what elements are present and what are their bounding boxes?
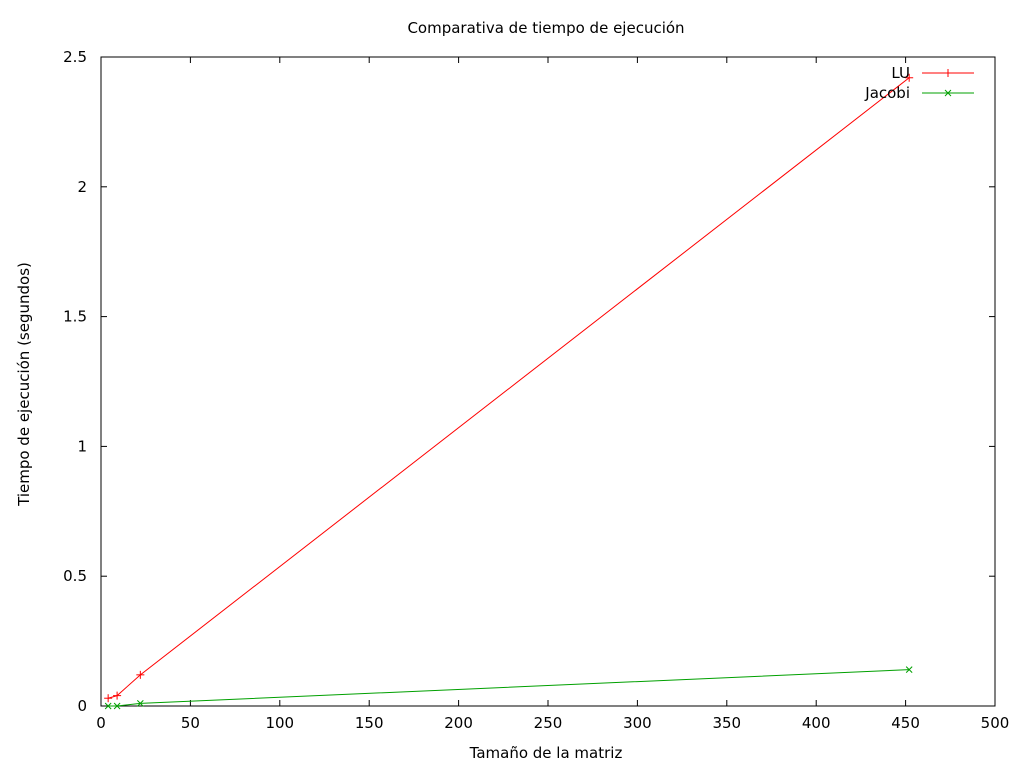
y-tick-label: 1.5 xyxy=(63,308,87,326)
x-tick-label: 350 xyxy=(712,714,741,732)
data-point-lu xyxy=(113,691,122,700)
series-line-lu xyxy=(108,77,910,699)
x-tick-label: 100 xyxy=(265,714,294,732)
legend-marker-lu xyxy=(944,69,952,77)
data-point-jacobi xyxy=(905,666,913,674)
x-tick-label: 150 xyxy=(355,714,384,732)
y-tick-label: 0 xyxy=(77,697,87,715)
x-tick-label: 50 xyxy=(181,714,200,732)
x-tick-label: 450 xyxy=(891,714,920,732)
y-axis-label: Tiempo de ejecución (segundos) xyxy=(15,262,33,507)
x-tick-label: 300 xyxy=(623,714,652,732)
x-tick-label: 250 xyxy=(534,714,563,732)
data-point-lu xyxy=(104,694,113,703)
data-point-jacobi xyxy=(113,702,121,710)
y-tick-label: 0.5 xyxy=(63,567,87,585)
series-layer xyxy=(104,73,914,710)
plot-frame xyxy=(100,56,996,707)
data-point-lu xyxy=(136,670,145,679)
x-tick-label: 400 xyxy=(802,714,831,732)
x-tick-label: 0 xyxy=(96,714,106,732)
legend-label-jacobi: Jacobi xyxy=(864,84,910,102)
axis-ticks: 0 50 100 150 200 250 300 350 400 450 500 0 0.5 1 1.5 2 2… xyxy=(63,48,1009,732)
legend-marker-jacobi xyxy=(944,89,952,97)
legend-label-lu: LU xyxy=(891,64,910,82)
y-tick-label: 2 xyxy=(77,178,87,196)
y-tick-label: 1 xyxy=(77,437,87,455)
x-tick-label: 500 xyxy=(981,714,1010,732)
x-axis-label: Tamaño de la matriz xyxy=(469,744,623,762)
data-point-jacobi xyxy=(136,700,144,707)
data-point-lu xyxy=(905,73,914,82)
legend: LU Jacobi xyxy=(864,64,974,102)
data-point-jacobi xyxy=(104,702,112,710)
x-tick-label: 200 xyxy=(444,714,473,732)
chart-title: Comparativa de tiempo de ejecución xyxy=(407,19,684,37)
y-tick-label: 2.5 xyxy=(63,48,87,66)
series-line-jacobi xyxy=(108,669,910,707)
